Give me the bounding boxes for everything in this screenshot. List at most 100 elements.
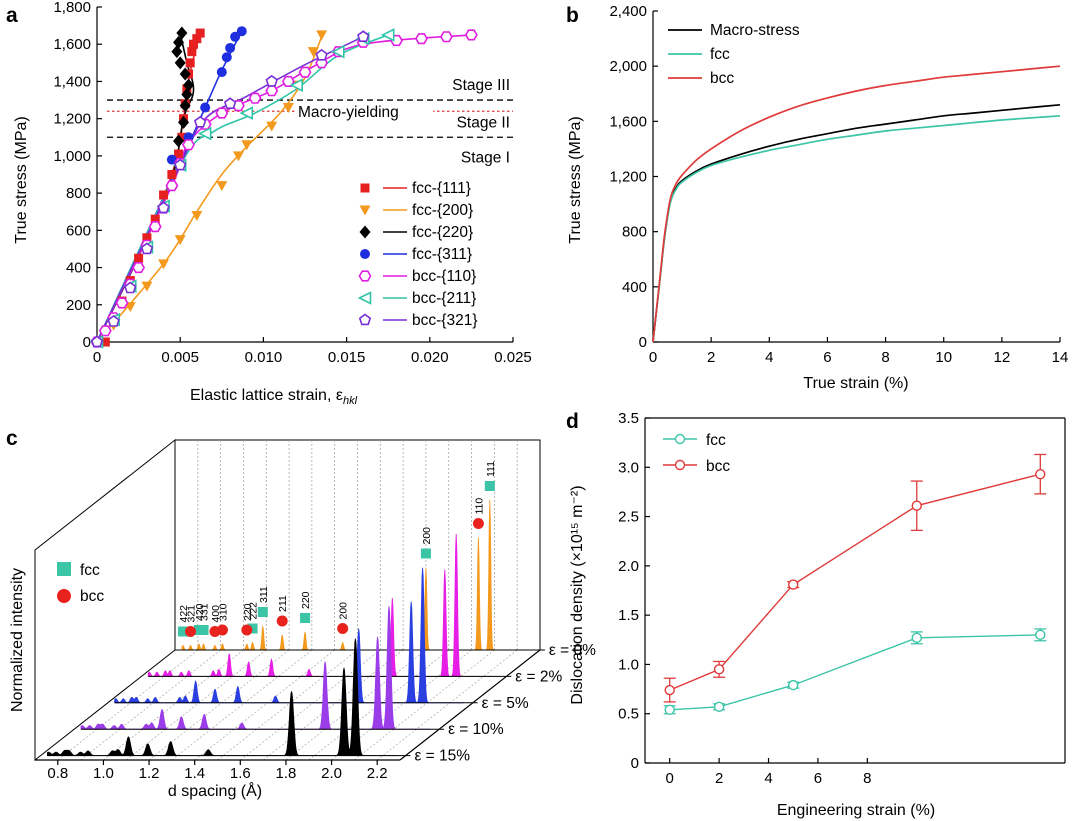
chart-c-x-tick-label: 1.0 (93, 765, 114, 782)
data-point-bcc321 (265, 74, 278, 87)
chart-c-xlabel: d spacing (Å) (168, 781, 262, 800)
peak-hkl-label: 422 (178, 605, 190, 623)
data-point-fcc311 (166, 154, 177, 165)
peak-hkl-label: 220 (242, 603, 254, 621)
data-point-fcc200 (316, 30, 328, 41)
chart-a-x-tick-label: 0.010 (245, 349, 283, 366)
chart-d-y-tick-label: 1.5 (618, 607, 639, 624)
fcc-peak-marker (484, 481, 495, 491)
chart-d: 0 2 4 6 8 0 0.5 1.0 1.5 2.0 2.5 3.0 3.5 fcc bcc Engin… (569, 410, 1066, 819)
data-point-bcc211 (197, 126, 212, 141)
data-point-bcc (664, 684, 675, 696)
peak-hkl-label: 321 (186, 605, 198, 623)
bcc-peak-marker (185, 626, 197, 637)
chart-d-x-tick-label: 0 (666, 770, 674, 787)
data-point-fcc220 (174, 56, 186, 70)
data-point-fcc311 (225, 42, 236, 53)
data-point-fcc111 (189, 39, 199, 49)
data-point-bcc211 (380, 28, 395, 42)
legend-marker-fcc311 (360, 249, 370, 259)
data-point-fcc111 (187, 47, 197, 57)
chart-b-y-tick-label: 400 (622, 279, 647, 296)
data-point-bcc (1035, 468, 1046, 480)
fcc-peak-marker (420, 548, 431, 559)
panel-label-b: b (566, 4, 579, 27)
line-macro (652, 103, 1061, 343)
data-point-bcc321 (140, 242, 154, 255)
floor-grid-line (262, 649, 404, 761)
legend-marker-bcc110 (358, 270, 372, 282)
bcc-peak-marker (209, 626, 221, 637)
chart-b-y-tick-label: 1,600 (609, 113, 647, 130)
legend-label: bcc-{211} (412, 290, 476, 307)
chart-b-x-tick-label: 0 (649, 349, 657, 366)
chart-b: 0 2 4 6 8 10 12 14 0 400 800 1,200 1,600 2,000 2,400 M… (567, 3, 1068, 392)
chart-b-lines (652, 65, 1061, 343)
data-point-bcc321 (157, 201, 170, 214)
legend-label: bcc-{321} (412, 312, 478, 329)
chart-b-xlabel: True strain (%) (803, 375, 908, 392)
fcc-peak-marker (177, 626, 188, 637)
floor-grid-line (171, 649, 313, 761)
legend-label: bcc-{110} (412, 268, 476, 285)
chart-b-x-tick-label: 8 (881, 349, 889, 366)
fit-line-bcc321 (96, 36, 364, 343)
fcc-peak-marker (193, 624, 204, 635)
data-point-fcc111 (159, 190, 169, 200)
legend-marker-bcc211 (357, 291, 372, 305)
chart-a-y-tick-label: 200 (66, 297, 91, 314)
chart-c-3d-frame: 0.8 1.0 1.2 1.4 1.6 1.8 2.0 2.2 (34, 438, 541, 782)
data-point-bcc110 (439, 31, 453, 43)
legend-marker-fcc200 (359, 205, 371, 216)
data-point-fcc111 (150, 214, 160, 224)
legend-marker-bcc (674, 459, 686, 471)
chart-a-xlabel: Elastic lattice strain, εhkl (190, 387, 358, 407)
data-point-fcc111 (100, 337, 110, 347)
chart-d-axes: 0 2 4 6 8 0 0.5 1.0 1.5 2.0 2.5 3.0 3.5 (618, 410, 1066, 787)
chart-a-y-tick-label: 1,200 (53, 111, 91, 128)
chart-a: 0 0.005 0.010 0.015 0.020 0.025 0 200 400 600 800 1… (13, 0, 532, 407)
data-point-fcc200 (307, 47, 319, 58)
legend-marker-fcc220 (359, 225, 371, 239)
peak-hkl-label: 331 (199, 603, 211, 621)
line-fcc (652, 114, 1061, 343)
chart-b-x-tick-label: 4 (765, 349, 773, 366)
data-point-bcc321 (223, 97, 237, 109)
fcc-peak-marker (300, 613, 311, 623)
chart-a-y-tick-label: 0 (83, 334, 91, 351)
chart-b-y-tick-label: 2,000 (609, 58, 647, 75)
stage-label: Stage I (461, 149, 510, 166)
data-point-bcc110 (215, 107, 229, 119)
data-point-bcc110 (265, 85, 279, 97)
chart-d-y-tick-label: 3.0 (618, 459, 639, 476)
chart-a-stage-lines: Stage III Macro-yielding Stage II Stage I (107, 77, 513, 166)
chart-b-ylabel: True stress (MPa) (567, 116, 584, 243)
chart-d-xlabel: Engineering strain (%) (777, 802, 935, 819)
data-point-fcc200 (174, 235, 186, 246)
data-point-bcc211 (330, 44, 345, 59)
data-point-bcc321 (107, 315, 120, 327)
chart-d-lines (663, 453, 1047, 715)
chart-a-x-tick-label: 0 (93, 349, 101, 366)
line-bcc (652, 65, 1061, 343)
data-point-bcc (788, 579, 799, 590)
data-point-bcc321 (124, 281, 137, 294)
data-point-fcc200 (191, 210, 203, 221)
strain-label: ε = 15% (414, 748, 470, 765)
chart-a-x-tick-label: 0.015 (328, 349, 366, 366)
line-fcc (669, 634, 1041, 711)
data-point-fcc (664, 704, 675, 715)
data-point-fcc220 (176, 26, 188, 40)
chart-b-y-tick-label: 800 (622, 224, 647, 241)
chart-d-x-tick-label: 6 (814, 770, 822, 787)
data-point-fcc (911, 632, 922, 644)
data-point-bcc (713, 664, 725, 675)
chart-c-ylabel: Normalized intensity (9, 568, 26, 712)
chart-a-x-tick-label: 0.020 (411, 349, 449, 366)
panel-label-a: a (6, 4, 18, 27)
data-point-bcc110 (281, 75, 295, 87)
chart-d-y-tick-label: 3.5 (618, 410, 639, 427)
floor-grid-line (217, 649, 358, 761)
peak-hkl-label: 400 (210, 605, 222, 623)
